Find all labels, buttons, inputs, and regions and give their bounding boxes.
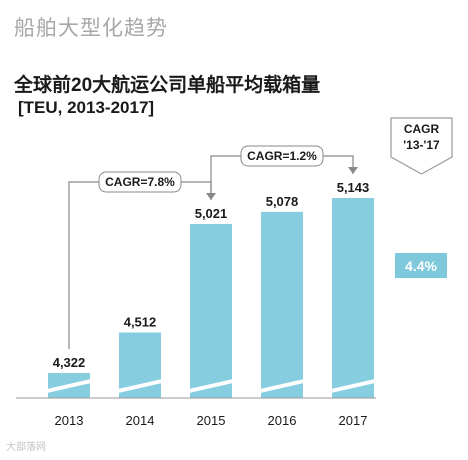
value-label-2013: 4,322 bbox=[53, 355, 86, 370]
x-tick-2014: 2014 bbox=[126, 413, 155, 428]
x-tick-2013: 2013 bbox=[55, 413, 84, 428]
cagr-arrow-2 bbox=[348, 167, 358, 174]
value-label-2016: 5,078 bbox=[266, 194, 299, 209]
cagr-pill-1 bbox=[98, 171, 182, 193]
bar-2016 bbox=[261, 211, 303, 398]
watermark: 大部落网 bbox=[6, 442, 46, 453]
cagr-period-range: '13-'17 bbox=[403, 138, 440, 152]
x-tick-2016: 2016 bbox=[268, 413, 297, 428]
axis-break-2017 bbox=[331, 379, 375, 393]
cagr-badge bbox=[395, 253, 447, 278]
value-label-2014: 4,512 bbox=[124, 315, 157, 330]
page-heading: 船舶大型化趋势 bbox=[14, 17, 168, 40]
cagr-pill-2 bbox=[240, 145, 324, 167]
cagr-period-tag bbox=[390, 117, 453, 175]
axis-break-2013 bbox=[47, 379, 91, 393]
x-tick-2017: 2017 bbox=[339, 413, 368, 428]
bar-2017 bbox=[332, 198, 374, 398]
cagr-label-1: CAGR=7.8% bbox=[105, 175, 175, 189]
value-label-2015: 5,021 bbox=[195, 206, 228, 221]
value-label-2017: 5,143 bbox=[337, 180, 370, 195]
cagr-badge-value: 4.4% bbox=[405, 258, 437, 274]
x-tick-2015: 2015 bbox=[197, 413, 226, 428]
chart-subtitle: [TEU, 2013-2017] bbox=[18, 98, 155, 117]
cagr-label-2: CAGR=1.2% bbox=[247, 149, 317, 163]
axis-break-2016 bbox=[260, 379, 304, 393]
bar-2015 bbox=[190, 224, 232, 398]
cagr-period-label: CAGR bbox=[404, 122, 440, 136]
chart-title: 全球前20大航运公司单船平均载箱量 bbox=[14, 75, 321, 96]
axis-break-2015 bbox=[189, 379, 233, 393]
axis-break-2014 bbox=[118, 379, 162, 393]
